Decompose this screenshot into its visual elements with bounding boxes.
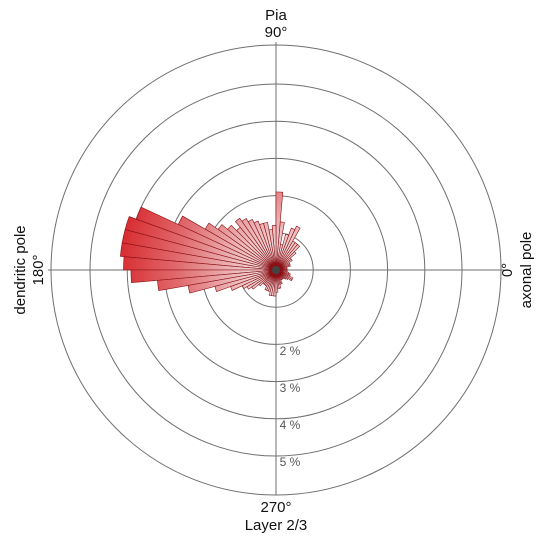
ring-label-2: 2 % xyxy=(280,344,301,358)
bottom-label-270: 270° xyxy=(260,499,291,516)
center-dot xyxy=(272,266,280,274)
left-label-180: 180° xyxy=(30,254,47,285)
petal-bin-53 xyxy=(273,269,277,297)
petal-bin-35 xyxy=(123,256,277,271)
right-label-axonal: axonal pole xyxy=(518,232,535,309)
ring-label-3: 3 % xyxy=(280,381,301,395)
petal-bin-34 xyxy=(120,242,277,271)
histogram-petals xyxy=(120,191,301,297)
top-label-pia: Pia xyxy=(265,7,287,24)
petal-bin-17 xyxy=(275,191,284,271)
petal-bin-13 xyxy=(275,227,296,271)
petal-bin-12 xyxy=(275,225,301,271)
bottom-label-layer: Layer 2/3 xyxy=(245,517,308,534)
top-label-90: 90° xyxy=(265,24,288,41)
left-label-dendritic: dendritic pole xyxy=(12,225,29,314)
petal-bin-25 xyxy=(234,217,277,271)
petal-bin-66 xyxy=(275,269,294,280)
right-label-0: 0° xyxy=(499,263,516,277)
ring-label-5: 5 % xyxy=(280,455,301,469)
ring-label-4: 4 % xyxy=(280,418,301,432)
petal-bin-14 xyxy=(275,233,290,271)
